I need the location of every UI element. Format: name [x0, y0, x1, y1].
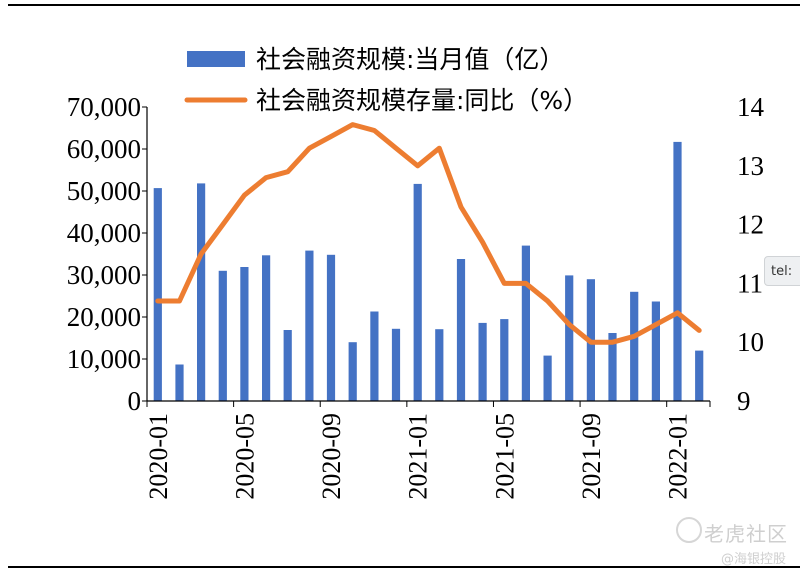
top-rule: [8, 4, 800, 6]
legend-label-bar: 社会融资规模:当月值（亿）: [256, 45, 564, 74]
x-tick-label: 2021-05: [490, 413, 519, 500]
bar-2020-12: [391, 328, 401, 401]
y-right-tick-label: 13: [737, 151, 764, 181]
x-tick-label: 2021-09: [577, 413, 606, 500]
legend-label-line: 社会融资规模存量:同比（%）: [256, 86, 588, 115]
bar-2021-12: [651, 301, 660, 401]
bar-2020-10: [348, 342, 357, 401]
y-left-tick-label: 40,000: [67, 218, 141, 248]
x-tick-label: 2020-09: [317, 413, 346, 500]
x-tick-label: 2020-05: [230, 413, 259, 500]
bar-2022-02: [695, 350, 704, 401]
bar-2020-05: [240, 267, 249, 401]
y-left-tick-label: 50,000: [67, 176, 141, 206]
bar-2021-01: [413, 183, 422, 401]
watermark-handle: @海银控股: [720, 552, 786, 567]
bar-2020-11: [370, 311, 379, 401]
y-left-tick-label: 10,000: [67, 344, 141, 374]
bar-2021-02: [435, 329, 444, 401]
y-left-tick-label: 0: [128, 386, 142, 416]
y-left-tick-label: 60,000: [67, 134, 141, 164]
y-right-tick-label: 14: [737, 92, 765, 122]
bottom-rule: [8, 566, 800, 568]
bar-2020-07: [283, 330, 292, 401]
y-left-tick-label: 70,000: [67, 92, 141, 122]
tel-side-tab[interactable]: tel:: [764, 256, 800, 286]
tiger-logo-icon: [676, 517, 702, 543]
bar-2020-01: [153, 188, 162, 401]
bar-2021-04: [478, 322, 487, 401]
bar-2020-09: [326, 254, 336, 401]
bar-2021-05: [500, 319, 509, 401]
bar-2021-11: [630, 291, 639, 401]
bar-2020-02: [175, 364, 184, 401]
y-left-tick-label: 30,000: [67, 260, 141, 290]
y-right-tick-label: 11: [737, 268, 763, 298]
legend-swatch-bar: [187, 51, 245, 67]
y-right-tick-label: 12: [737, 210, 764, 240]
bar-2020-03: [197, 183, 206, 401]
bar-2020-08: [305, 250, 314, 401]
y-right-tick-label: 10: [737, 327, 764, 357]
watermark-brand: 老虎社区: [704, 522, 788, 546]
bar-2021-06: [521, 245, 530, 401]
bar-2021-07: [543, 355, 552, 401]
x-tick-label: 2022-01: [664, 413, 693, 500]
x-tick-label: 2020-01: [144, 413, 173, 500]
y-left-tick-label: 20,000: [67, 302, 141, 332]
y-right-tick-label: 9: [737, 386, 751, 416]
bar-2020-06: [262, 255, 271, 401]
bar-2021-03: [456, 259, 466, 401]
line-series-yoy: [155, 122, 702, 345]
bar-2022-01: [673, 141, 682, 401]
bar-2021-10: [608, 333, 617, 401]
x-tick-label: 2021-01: [404, 413, 433, 500]
bar-2021-08: [565, 275, 574, 401]
bar-2020-04: [218, 270, 227, 401]
